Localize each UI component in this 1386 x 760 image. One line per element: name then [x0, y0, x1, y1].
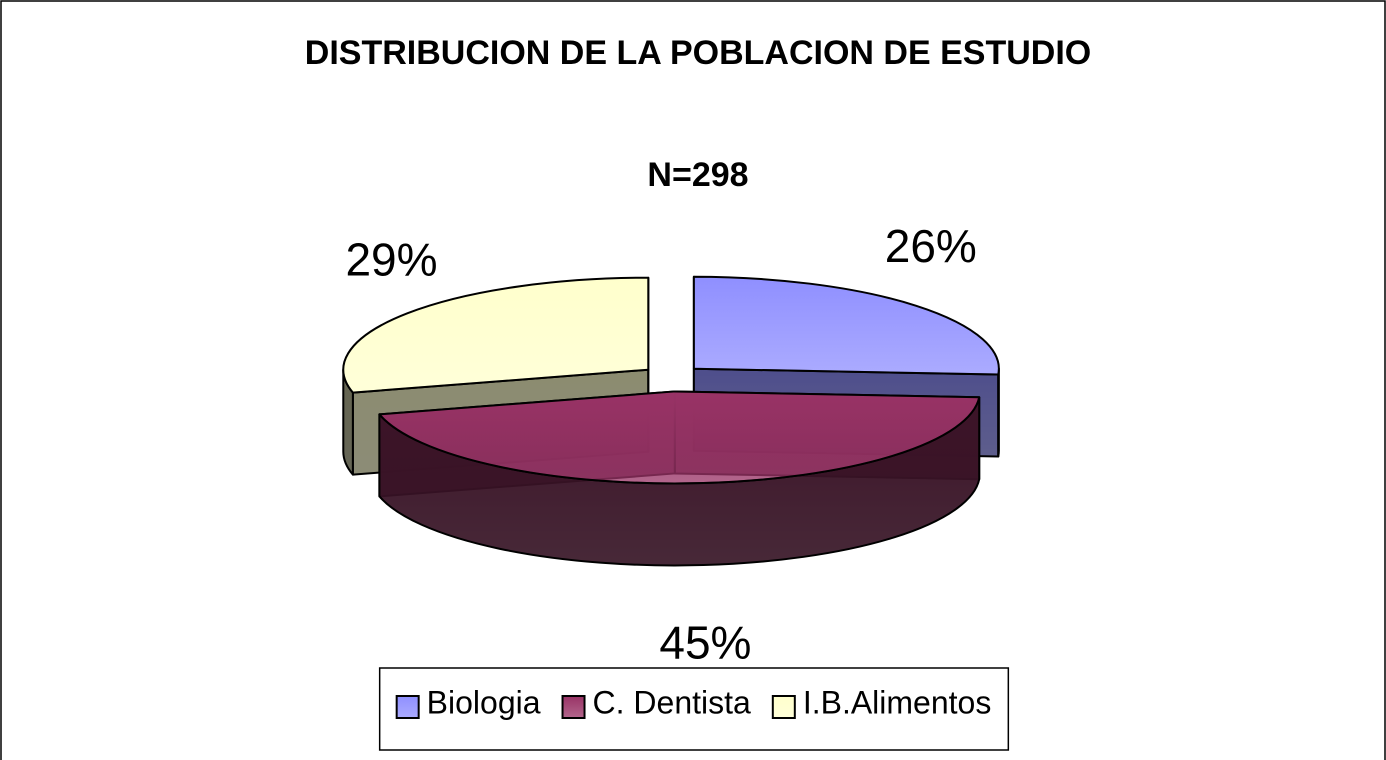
shade [343, 369, 353, 475]
legend-swatch [561, 695, 586, 719]
data-label: 45% [659, 616, 751, 668]
legend-label: I.B.Alimentos [803, 684, 992, 720]
slice-top [692, 275, 1000, 376]
legend-box [378, 667, 1010, 751]
legend-swatch [771, 695, 796, 719]
slice-top [342, 276, 650, 394]
legend-label: C. Dentista [593, 684, 751, 720]
data-label: 29% [345, 234, 437, 286]
slice-top [378, 390, 981, 485]
shade [379, 397, 980, 566]
chart-subtitle: N=298 [647, 156, 748, 194]
data-label: 26% [885, 220, 977, 272]
shade [998, 368, 999, 457]
legend-swatch [395, 695, 420, 719]
legend-label: Biologia [427, 684, 541, 720]
chart-title: DISTRIBUCION DE LA POBLACION DE ESTUDIO [305, 34, 1091, 72]
